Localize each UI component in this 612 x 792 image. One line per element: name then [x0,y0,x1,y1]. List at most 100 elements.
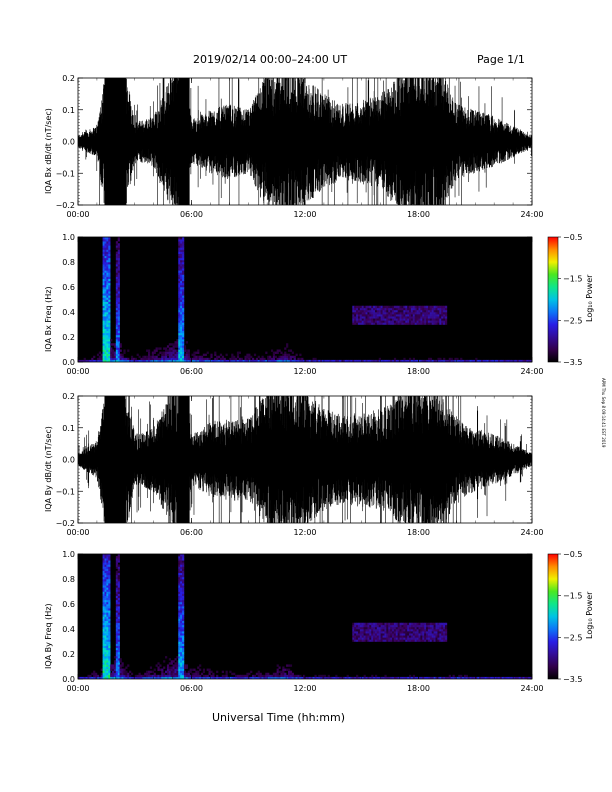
spectrogram-cell [117,651,120,655]
spectrogram-cell [363,309,366,313]
spectrogram-cell [195,359,198,362]
spectrogram-cell [357,626,361,630]
spectrogram-cell [335,676,338,679]
spectrogram-cell [104,574,107,578]
spectrogram-cell [180,664,183,667]
spectrogram-cell [106,583,109,586]
spectrogram-cell [115,297,119,300]
spectrogram-cell [441,305,444,309]
spectrogram-cell [369,622,372,626]
spectrogram-cell [371,622,374,626]
spectrogram-cell [161,357,164,361]
spectrogram-cell [106,647,109,651]
spectrogram-cell [180,614,183,617]
spectrogram-cell [117,307,120,311]
spectrogram-cell [104,334,107,338]
spectrogram-cell [520,359,523,362]
spectrogram-cell [426,676,429,679]
spectrogram-cell [286,359,289,362]
spectrogram-cell [357,637,361,640]
spectrogram-cell [115,284,119,288]
spectrogram-cell [104,272,107,275]
spectrogram-cell [180,647,183,651]
spectrogram-cell [197,674,200,678]
spectrogram-cell [151,359,154,362]
spectrogram-cell [102,570,105,574]
spectrogram-cell [214,353,217,357]
spectrogram-cell [395,639,398,642]
spectrogram-cell [373,314,376,317]
spectrogram-cell [388,629,391,632]
spectrogram-cell [102,257,105,261]
spectrogram-cell [176,355,179,359]
spectrogram-cell [354,316,357,319]
spectrogram-cell [182,324,185,327]
spectrogram-cell [115,322,119,325]
spectrogram-cell [182,666,185,669]
spectrogram-cell [168,658,171,661]
spectrogram-cell [178,554,181,557]
spectrogram-cell [450,357,453,361]
spectrogram-cell [520,676,523,679]
spectrogram-cell [106,664,109,667]
y-tick-label: 0.1 [62,106,75,115]
spectrogram-cell [182,245,185,248]
spectrogram-cell [117,670,120,674]
spectrogram-cell [306,359,310,362]
spectrogram-cell [180,293,183,296]
spectrogram-cell [448,674,451,678]
spectrogram-cell [210,674,213,678]
spectrogram-cell [115,564,119,567]
spectrogram-cell [106,339,109,342]
spectrogram-cell [356,622,359,626]
spectrogram-cell [284,672,287,676]
spectrogram-cell [130,359,134,362]
spectrogram-cell [357,622,361,626]
spectrogram-cell [286,345,289,348]
spectrogram-cell [267,357,270,361]
spectrogram-cell [102,604,105,607]
spectrogram-cell [284,357,287,361]
spectrogram-cell [282,666,285,669]
spectrogram-cell [272,355,276,359]
spectrogram-cell [178,289,181,292]
spectrogram-cell [225,674,228,678]
spectrogram-cell [369,359,372,362]
spectrogram-cell [165,676,168,679]
spectrogram-cell [83,357,86,361]
spectrogram-cell [108,241,111,244]
spectrogram-cell [305,359,308,362]
spectrogram-cell [180,620,183,624]
spectrogram-cell [168,674,171,678]
spectrogram-cell [444,637,448,640]
spectrogram-cell [374,320,378,323]
spectrogram-cell [117,583,120,586]
spectrogram-cell [255,676,259,679]
spectrogram-cell [115,359,119,362]
spectrogram-cell [352,676,355,679]
x-tick-label: 06:00 [180,528,203,537]
spectrogram-cell [153,674,156,678]
spectrogram-cell [180,241,183,244]
spectrogram-cell [412,629,416,632]
spectrogram-cell [106,312,109,315]
spectrogram-cell [104,639,107,642]
spectrogram-cell [113,664,117,667]
spectrogram-cell [104,274,107,277]
spectrogram-cell [108,581,111,584]
spectrogram-cell [104,347,107,350]
spectrogram-cell [180,674,183,678]
spectrogram-cell [253,359,257,362]
spectrogram-cell [231,676,234,679]
spectrogram-cell [450,676,453,679]
spectrogram-cell [388,637,391,640]
spectrogram-cell [163,666,166,669]
spectrogram-cell [416,639,419,642]
spectrogram-cell [401,676,404,679]
spectrogram-cell [441,633,444,636]
spectrogram-cell [104,597,107,601]
spectrogram-cell [199,357,202,361]
spectrogram-cell [412,622,416,626]
spectrogram-cell [183,359,187,362]
spectrogram-cell [272,357,276,361]
